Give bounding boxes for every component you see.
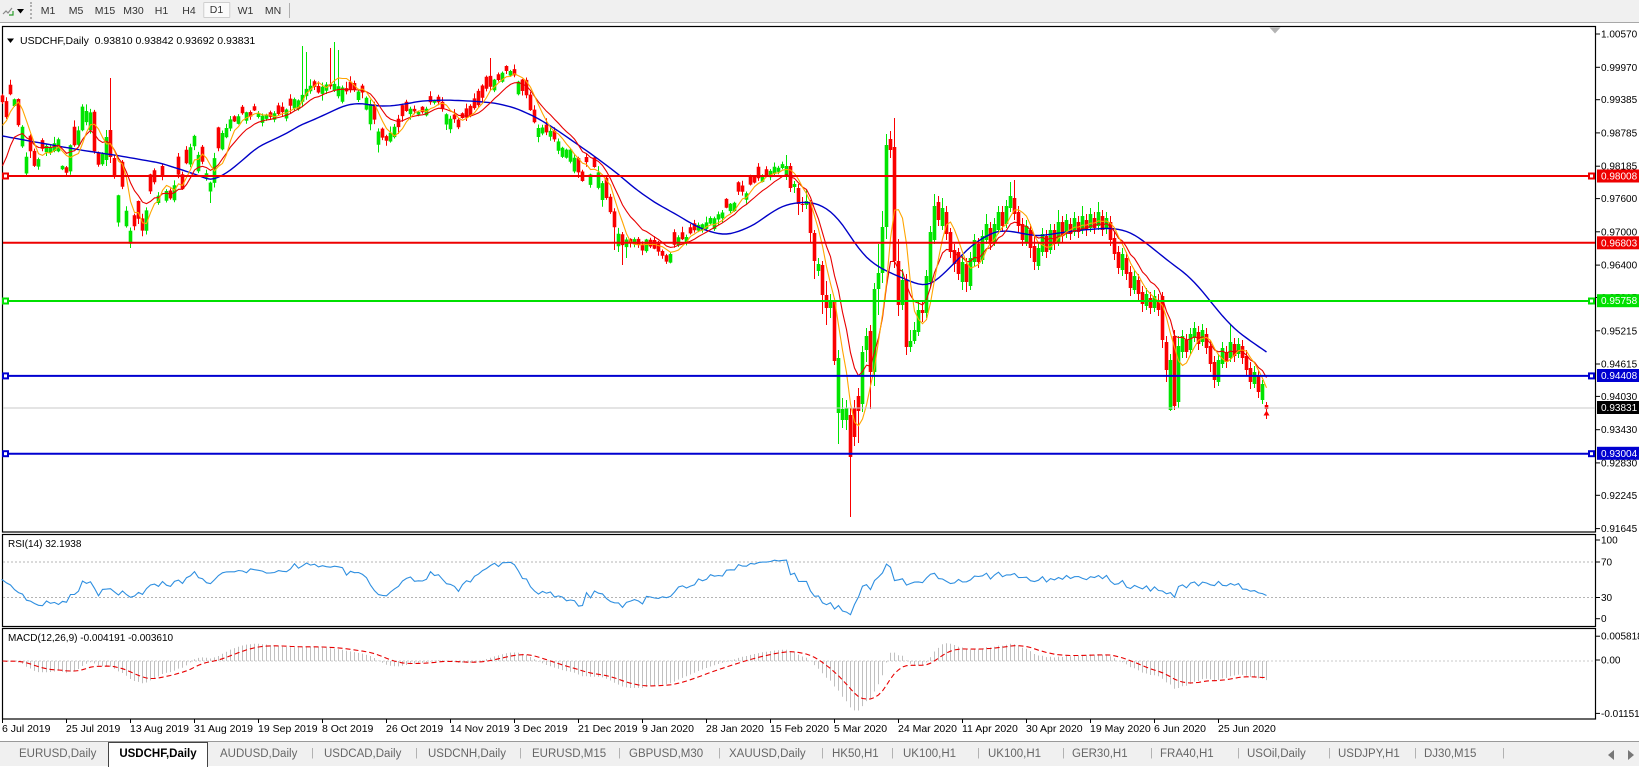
svg-text:0.005818: 0.005818 <box>1601 632 1639 643</box>
svg-text:0.93430: 0.93430 <box>1601 425 1638 436</box>
svg-text:30: 30 <box>1601 593 1613 604</box>
svg-text:0.98185: 0.98185 <box>1601 162 1638 173</box>
svg-text:0.93831: 0.93831 <box>1601 403 1638 414</box>
svg-text:-0.011514: -0.011514 <box>1601 709 1639 720</box>
svg-text:0.00: 0.00 <box>1601 656 1621 667</box>
svg-text:0.93004: 0.93004 <box>1601 449 1638 460</box>
svg-text:0.97600: 0.97600 <box>1601 194 1638 205</box>
svg-text:0.97000: 0.97000 <box>1601 227 1638 238</box>
svg-text:9 Jan 2020: 9 Jan 2020 <box>642 723 694 735</box>
svg-text:0.94408: 0.94408 <box>1601 371 1638 382</box>
svg-text:13 Aug 2019: 13 Aug 2019 <box>130 723 189 735</box>
svg-text:30 Apr 2020: 30 Apr 2020 <box>1026 723 1083 735</box>
svg-text:0.98008: 0.98008 <box>1601 172 1638 183</box>
svg-text:15 Feb 2020: 15 Feb 2020 <box>770 723 829 735</box>
svg-text:0.96803: 0.96803 <box>1601 238 1638 249</box>
svg-text:70: 70 <box>1601 558 1613 569</box>
svg-text:6 Jun 2020: 6 Jun 2020 <box>1154 723 1206 735</box>
svg-text:26 Oct 2019: 26 Oct 2019 <box>386 723 443 735</box>
svg-text:31 Aug 2019: 31 Aug 2019 <box>194 723 253 735</box>
svg-text:14 Nov 2019: 14 Nov 2019 <box>450 723 510 735</box>
svg-text:11 Apr 2020: 11 Apr 2020 <box>962 723 1018 735</box>
svg-text:0.99970: 0.99970 <box>1601 63 1638 74</box>
svg-text:0.92830: 0.92830 <box>1601 458 1638 469</box>
svg-text:0.95758: 0.95758 <box>1601 296 1638 307</box>
svg-text:USDCHF,Daily 0.93810 0.93842: USDCHF,Daily 0.93810 0.93842 0.93692 0.9… <box>20 35 255 47</box>
svg-text:8 Oct 2019: 8 Oct 2019 <box>322 723 374 735</box>
svg-text:19 Sep 2019: 19 Sep 2019 <box>258 723 318 735</box>
svg-text:5 Mar 2020: 5 Mar 2020 <box>834 723 887 735</box>
svg-text:0.94615: 0.94615 <box>1601 360 1638 371</box>
svg-text:19 May 2020: 19 May 2020 <box>1090 723 1151 735</box>
svg-text:0.98785: 0.98785 <box>1601 128 1638 139</box>
svg-text:0.99385: 0.99385 <box>1601 95 1638 106</box>
svg-text:0: 0 <box>1601 614 1607 625</box>
svg-text:24 Mar 2020: 24 Mar 2020 <box>898 723 957 735</box>
svg-text:1.00570: 1.00570 <box>1601 30 1638 41</box>
svg-text:0.96400: 0.96400 <box>1601 261 1638 272</box>
svg-text:100: 100 <box>1601 536 1618 547</box>
svg-text:RSI(14) 32.1938: RSI(14) 32.1938 <box>8 539 82 550</box>
svg-text:28 Jan 2020: 28 Jan 2020 <box>706 723 764 735</box>
svg-text:0.94030: 0.94030 <box>1601 392 1638 403</box>
svg-text:21 Dec 2019: 21 Dec 2019 <box>578 723 638 735</box>
svg-text:0.95215: 0.95215 <box>1601 326 1638 337</box>
svg-text:25 Jul 2019: 25 Jul 2019 <box>66 723 120 735</box>
svg-text:6 Jul 2019: 6 Jul 2019 <box>2 723 51 735</box>
svg-text:0.92245: 0.92245 <box>1601 491 1638 502</box>
svg-text:MACD(12,26,9) -0.004191 -0.003: MACD(12,26,9) -0.004191 -0.003610 <box>8 633 174 644</box>
svg-text:3 Dec 2019: 3 Dec 2019 <box>514 723 568 735</box>
svg-text:0.91645: 0.91645 <box>1601 524 1638 535</box>
svg-text:25 Jun 2020: 25 Jun 2020 <box>1218 723 1276 735</box>
